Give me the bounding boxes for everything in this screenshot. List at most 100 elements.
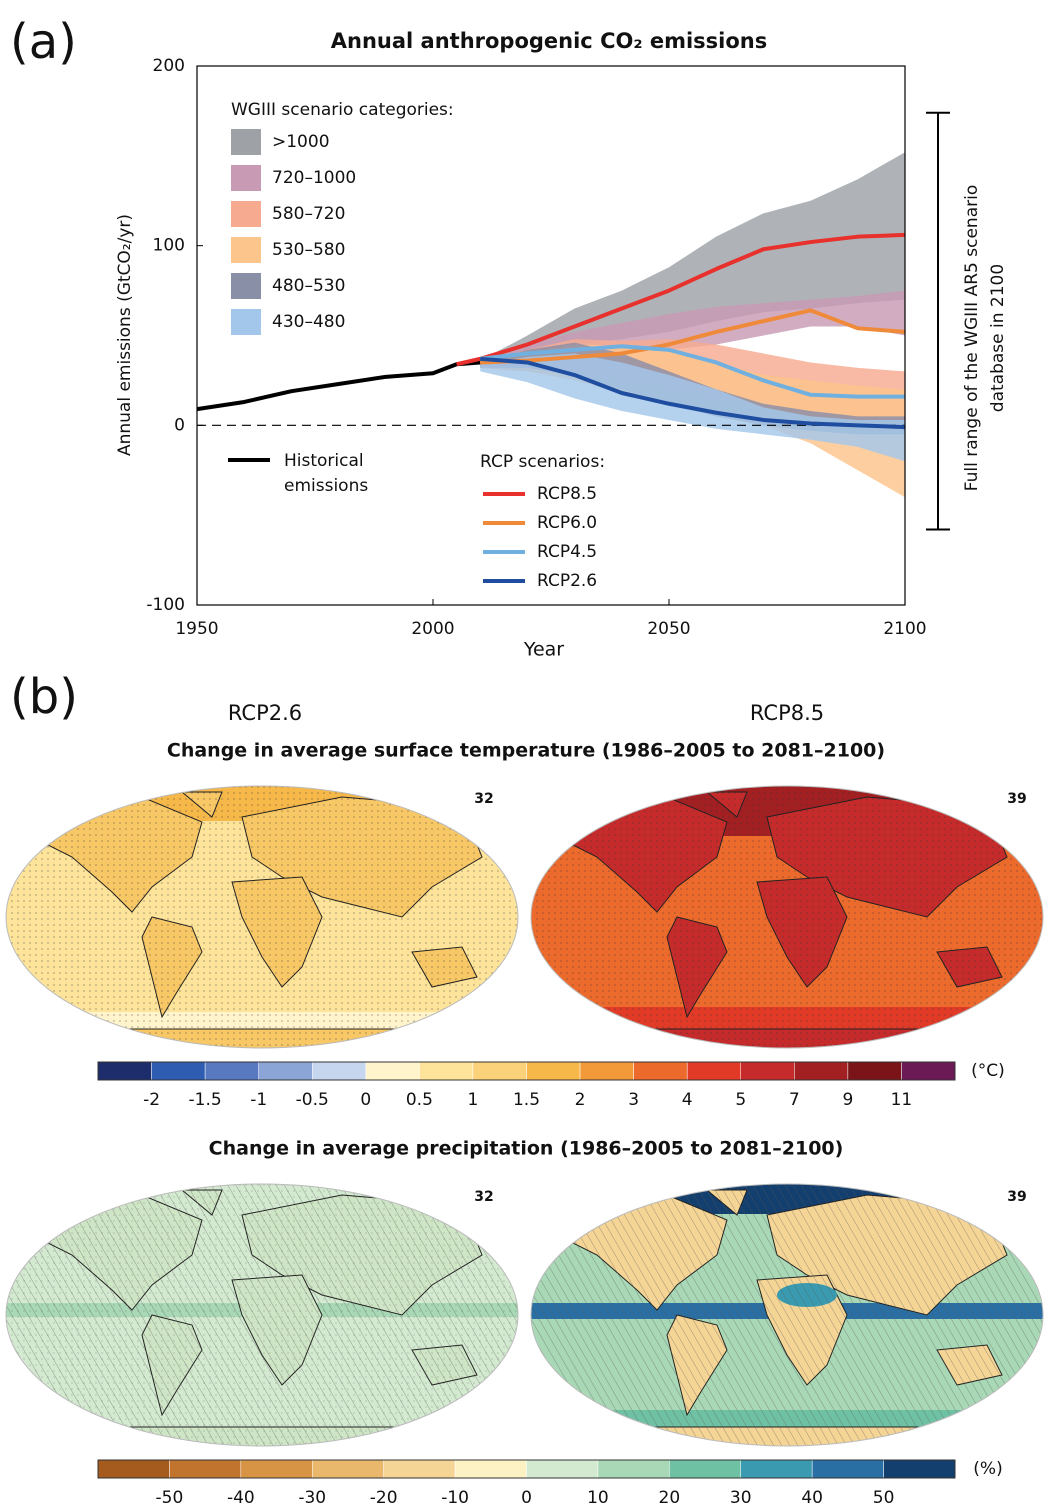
colorbar-segment	[740, 1459, 813, 1479]
x-axis-label: Year	[523, 639, 564, 661]
colorbar-tick-label: 7	[789, 1090, 800, 1110]
model-count: 39	[1007, 791, 1026, 807]
x-tick-label: 1950	[175, 619, 218, 639]
colorbar-unit: (°C)	[971, 1061, 1005, 1081]
legend-label: RCP8.5	[537, 484, 597, 504]
legend-label: 720–1000	[272, 168, 356, 188]
y-tick-label: 100	[153, 236, 185, 256]
map-precip-rcp85	[530, 1183, 1044, 1447]
colorbar-tick-label: 2	[575, 1090, 586, 1110]
legend-swatch	[231, 273, 261, 299]
colorbar-segment	[472, 1061, 527, 1081]
colorbar-tick-label: -10	[441, 1488, 469, 1505]
colorbar-tick-label: -0.5	[296, 1090, 329, 1110]
panel-label: (a)	[10, 14, 77, 70]
x-tick-label: 2100	[883, 619, 926, 639]
range-bar-label: Full range of the WGIII AR5 scenario dat…	[962, 184, 1008, 492]
series-line	[480, 308, 906, 365]
colorbar-frame	[97, 1459, 956, 1479]
map-temp-rcp85	[530, 785, 1044, 1049]
colorbar-segment	[847, 1061, 902, 1081]
colorbar-segment	[633, 1061, 688, 1081]
map-precip-rcp26	[5, 1183, 519, 1447]
legend-title: WGIII scenario categories:	[231, 100, 454, 120]
colorbar-segment	[901, 1061, 956, 1081]
maps	[5, 785, 1044, 1447]
colorbar-segment	[597, 1459, 670, 1479]
panel-label: (b)	[10, 669, 78, 725]
colorbar-segment	[883, 1459, 956, 1479]
legend-swatch	[231, 237, 261, 263]
legend-label: RCP2.6	[537, 571, 597, 591]
legend-label: RCP6.0	[537, 513, 597, 533]
colorbar-segment	[97, 1459, 170, 1479]
colorbar-segment	[240, 1459, 313, 1479]
colorbar-tick-label: -20	[370, 1488, 398, 1505]
colorbar-segment	[258, 1061, 313, 1081]
plot	[196, 129, 906, 498]
legend-label: 530–580	[272, 240, 345, 260]
colorbar-tick-label: 10	[587, 1488, 609, 1505]
colorbar-segment	[740, 1061, 795, 1081]
legend-title: RCP scenarios:	[480, 452, 605, 472]
colorbar-segment	[669, 1459, 741, 1479]
colorbar-tick-label: 11	[891, 1090, 913, 1110]
series-line	[456, 232, 906, 367]
x-tick-label: 2000	[411, 619, 454, 639]
colorbar-tick-label: -50	[156, 1488, 184, 1505]
colorbar-tick-label: -40	[227, 1488, 255, 1505]
colorbar-segment	[579, 1061, 634, 1081]
colorbar-segment	[97, 1061, 152, 1081]
y-tick-label: -100	[146, 595, 185, 615]
colorbar-tick-label: -1	[250, 1090, 267, 1110]
colorbar-tick-label: 4	[682, 1090, 693, 1110]
colorbar-tick-label: 9	[842, 1090, 853, 1110]
scenario-band	[480, 152, 905, 363]
colorbar-segment	[419, 1061, 474, 1081]
legend-label: Historical emissions	[284, 451, 369, 496]
colorbar-segment	[686, 1061, 741, 1081]
colorbar-tick-label: 20	[659, 1488, 681, 1505]
legend-swatch	[231, 165, 261, 191]
colorbar-tick-label: 3	[628, 1090, 639, 1110]
colorbar-segment	[526, 1459, 599, 1479]
colorbar-segment	[383, 1459, 456, 1479]
plot-frame	[196, 65, 906, 606]
colorbar-tick-label: -30	[298, 1488, 326, 1505]
colorbar-tick-label: 40	[801, 1488, 823, 1505]
colorbar-segment	[312, 1061, 367, 1081]
colorbar-segment	[204, 1061, 259, 1081]
legend-swatch	[231, 129, 261, 155]
colorbar-segment	[312, 1459, 384, 1479]
legend-label: 580–720	[272, 204, 345, 224]
y-axis-label: Annual emissions (GtCO₂/yr)	[115, 214, 135, 456]
map-title: Change in average surface temperature (1…	[167, 740, 885, 762]
colorbar-segment	[526, 1061, 581, 1081]
colorbar-segment	[794, 1061, 849, 1081]
model-count: 39	[1007, 1189, 1026, 1205]
legend-swatch	[231, 309, 261, 335]
legend-label: 480–530	[272, 276, 345, 296]
colorbar-segment	[169, 1459, 242, 1479]
map-temp-rcp26	[5, 785, 519, 1049]
colorbar-tick-label: 0.5	[406, 1090, 433, 1110]
colorbar-segment	[454, 1459, 527, 1479]
colorbar-tick-label: 1	[468, 1090, 479, 1110]
colorbar-unit: (%)	[973, 1459, 1002, 1479]
map-title: Change in average precipitation (1986–20…	[209, 1138, 844, 1160]
series-line	[480, 356, 906, 430]
legend-label: RCP4.5	[537, 542, 597, 562]
colorbar-tick-label: 1.5	[513, 1090, 540, 1110]
legend-label: 430–480	[272, 312, 345, 332]
scenario-label: RCP8.5	[750, 701, 824, 725]
colorbar-segment	[365, 1061, 420, 1081]
series-line	[196, 360, 481, 412]
colorbar-segment	[811, 1459, 884, 1479]
x-tick-label: 2050	[647, 619, 690, 639]
colorbar-tick-label: 30	[730, 1488, 752, 1505]
y-tick-label: 200	[153, 56, 185, 76]
series-line	[479, 344, 905, 399]
colorbar-tick-label: -1.5	[189, 1090, 222, 1110]
